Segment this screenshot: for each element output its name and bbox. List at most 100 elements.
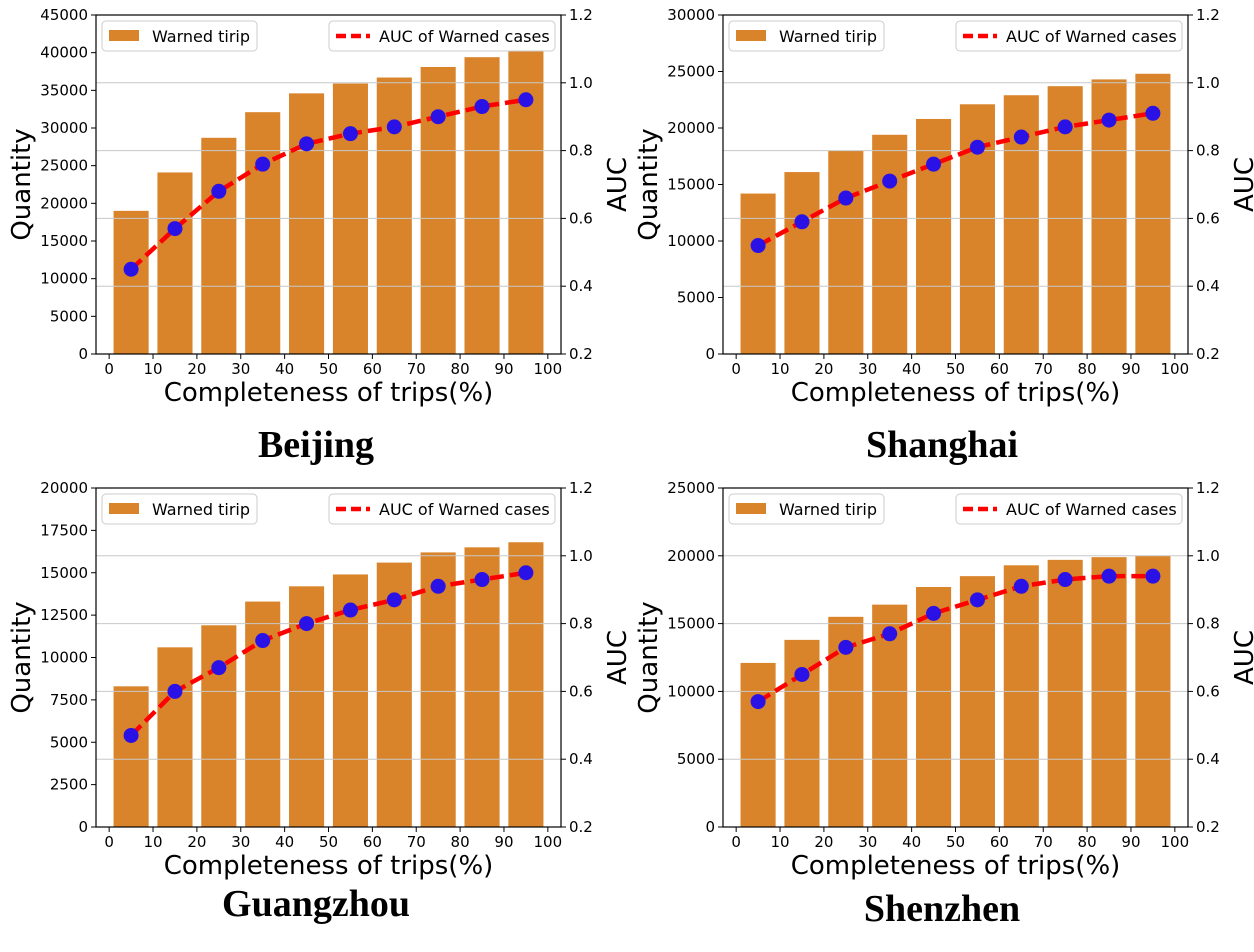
bar — [508, 542, 544, 827]
x-tick-label: 50 — [319, 833, 338, 851]
y-tick-label: 0 — [78, 818, 88, 836]
city-title: Beijing — [258, 424, 374, 466]
y2-tick-label: 1.0 — [569, 74, 593, 92]
y-tick-label: 40000 — [40, 44, 88, 62]
auc-point — [969, 592, 985, 608]
y2-tick-label: 1.2 — [1196, 6, 1220, 24]
x-tick-label: 20 — [187, 833, 206, 851]
x-tick-label: 40 — [275, 360, 294, 378]
x-tick-label: 80 — [451, 360, 470, 378]
auc-point — [1057, 119, 1073, 135]
auc-point — [123, 727, 139, 743]
x-tick-label: 50 — [946, 833, 965, 851]
auc-point — [474, 572, 490, 588]
y2-tick-label: 1.0 — [569, 547, 593, 565]
auc-point — [926, 156, 942, 172]
x-tick-label: 0 — [104, 833, 114, 851]
y-tick-label: 17500 — [40, 521, 88, 539]
legend-box — [728, 20, 885, 52]
x-tick-label: 80 — [1078, 360, 1097, 378]
bar — [916, 586, 952, 827]
bar — [828, 150, 864, 354]
x-tick-label: 10 — [143, 833, 162, 851]
x-tick-label: 10 — [770, 833, 789, 851]
bar — [872, 134, 908, 354]
bar — [289, 93, 325, 354]
legend-box — [328, 493, 556, 525]
y2-tick-label: 1.0 — [1196, 547, 1220, 565]
y-tick-label: 15000 — [667, 615, 715, 633]
chart-panel-shenzhen: 0 10 20 30 40 50 60 70 80 90 100 0 5000 10000 15000 200… — [634, 479, 1254, 930]
auc-point — [1013, 129, 1029, 145]
auc-point — [882, 626, 898, 642]
legend-box — [328, 20, 556, 52]
bar — [113, 686, 149, 827]
legend-swatch-bar — [109, 30, 139, 41]
auc-point — [518, 92, 534, 108]
x-axis-label: Completeness of trips(%) — [164, 378, 494, 408]
y2-axis-label: AUC — [1230, 157, 1254, 212]
legend-label-line: AUC of Warned cases — [1006, 27, 1177, 46]
bar — [872, 604, 908, 827]
legend-swatch-bar — [736, 30, 766, 41]
auc-point — [211, 183, 227, 199]
y2-tick-label: 0.8 — [1196, 615, 1220, 633]
x-tick-label: 30 — [231, 360, 250, 378]
y2-tick-label: 0.2 — [1196, 818, 1220, 836]
y-tick-label: 0 — [705, 345, 715, 363]
y-tick-label: 30000 — [40, 119, 88, 137]
auc-point — [969, 139, 985, 155]
x-tick-label: 70 — [407, 360, 426, 378]
y-axis-label: Quantity — [634, 128, 664, 240]
auc-point — [167, 683, 183, 699]
auc-point — [474, 99, 490, 115]
legend-box — [728, 493, 885, 525]
legend-label-bar: Warned tirip — [152, 27, 250, 46]
auc-point — [342, 602, 358, 618]
y-tick-label: 35000 — [40, 81, 88, 99]
x-tick-label: 90 — [494, 833, 513, 851]
x-tick-label: 60 — [990, 360, 1009, 378]
city-title: Shanghai — [866, 424, 1018, 466]
x-axis-label: Completeness of trips(%) — [791, 851, 1121, 881]
chart-panel-guangzhou: 0 10 20 30 40 50 60 70 80 90 100 0 2500 5000 7500 10000… — [7, 479, 633, 925]
x-tick-label: 60 — [363, 360, 382, 378]
y2-axis-label: AUC — [603, 630, 633, 685]
y-tick-label: 0 — [78, 345, 88, 363]
bar — [784, 172, 820, 354]
y-tick-label: 20000 — [40, 479, 88, 497]
auc-point — [386, 592, 402, 608]
x-tick-label: 50 — [319, 360, 338, 378]
x-tick-label: 10 — [770, 360, 789, 378]
auc-point — [1057, 572, 1073, 588]
auc-point — [794, 214, 810, 230]
x-tick-label: 90 — [494, 360, 513, 378]
y-axis-label: Quantity — [634, 601, 664, 713]
auc-point — [299, 616, 315, 632]
y-tick-label: 20000 — [667, 119, 715, 137]
y-tick-label: 20000 — [667, 547, 715, 565]
legend-box — [955, 20, 1183, 52]
auc-point — [1101, 112, 1117, 128]
y-tick-label: 15000 — [40, 232, 88, 250]
legend-bar: Warned tirip — [101, 20, 258, 52]
y-tick-label: 25000 — [40, 157, 88, 175]
city-title: Shenzhen — [864, 888, 1020, 930]
x-tick-label: 70 — [407, 833, 426, 851]
bar — [245, 112, 281, 355]
y2-tick-label: 0.8 — [1196, 142, 1220, 160]
y2-tick-label: 1.2 — [1196, 479, 1220, 497]
auc-point — [518, 565, 534, 581]
auc-point — [1145, 105, 1161, 121]
y2-tick-label: 0.4 — [569, 277, 593, 295]
legend-line: AUC of Warned cases — [955, 20, 1183, 52]
x-tick-label: 40 — [902, 833, 921, 851]
auc-point — [430, 109, 446, 125]
bar — [464, 547, 500, 827]
y2-tick-label: 0.6 — [1196, 209, 1220, 227]
bar — [201, 625, 237, 827]
bar — [1091, 557, 1127, 827]
y-tick-label: 45000 — [40, 6, 88, 24]
y-tick-label: 25000 — [667, 479, 715, 497]
auc-point — [255, 156, 271, 172]
